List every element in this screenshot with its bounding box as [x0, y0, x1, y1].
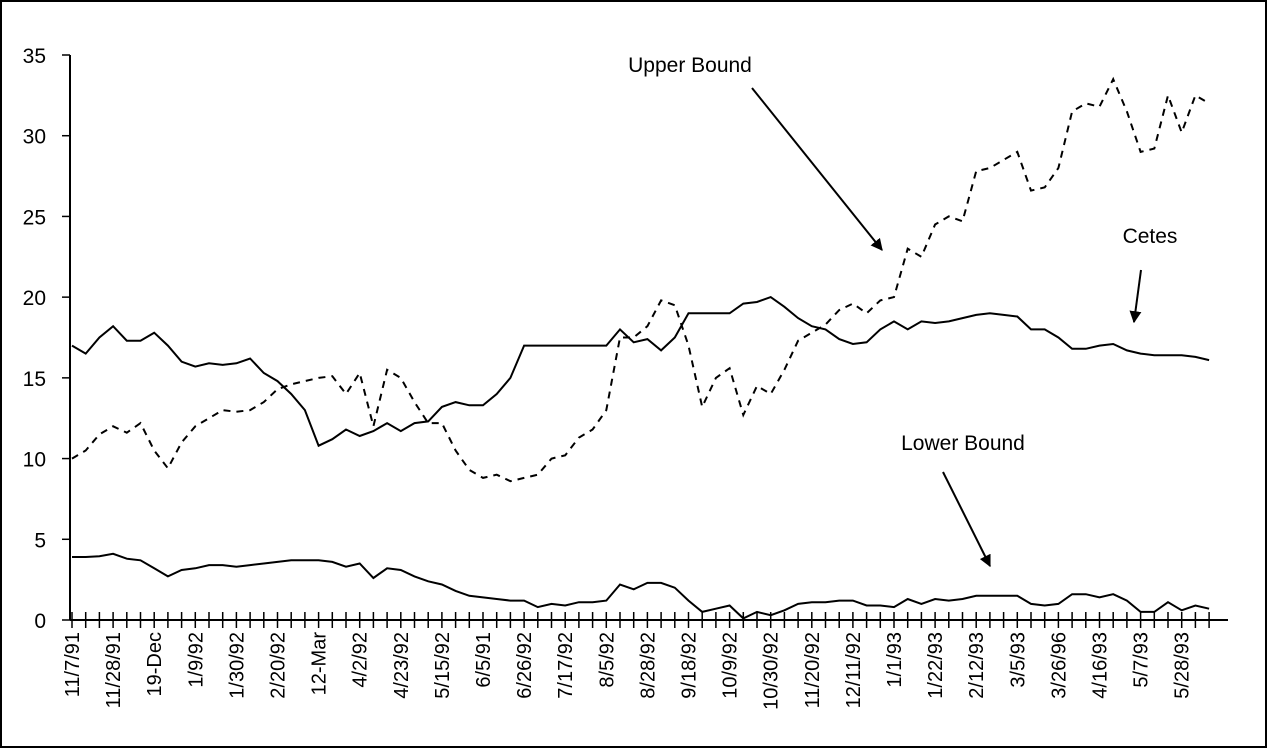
x-tick-label: 1/22/93: [925, 632, 947, 699]
y-tick-label: 15: [23, 368, 46, 391]
line-series: [72, 552, 1210, 620]
x-tick-label: 9/18/92: [679, 632, 701, 699]
x-tick-label: 3/5/93: [1007, 632, 1029, 688]
x-tick-label: 11/20/92: [802, 632, 824, 708]
x-tick-label: 4/16/93: [1090, 632, 1112, 699]
x-tick-label: 11/7/91: [62, 632, 84, 697]
x-tick-label: 12-Mar: [309, 632, 331, 696]
x-tick-label: 3/26/96: [1048, 632, 1070, 699]
x-tick-label: 6/26/92: [514, 632, 536, 699]
x-tick-label: 19-Dec: [144, 632, 166, 696]
arrow: [942, 471, 991, 568]
x-tick-label: 5/28/93: [1172, 632, 1194, 699]
x-tick-label: 4/23/92: [391, 632, 413, 699]
y-tick-label: 5: [34, 529, 46, 552]
x-tick-label: 8/28/92: [637, 632, 659, 699]
x-tick-label: 4/2/92: [350, 632, 372, 688]
x-tick-label: 1/9/92: [185, 632, 207, 688]
x-tick-label: 8/5/92: [596, 632, 618, 688]
x-tick-label: 7/17/92: [555, 632, 577, 699]
x-tick-label: 10/30/92: [761, 632, 783, 710]
line-series: [71, 295, 1210, 448]
x-tick-label: 5/7/93: [1131, 632, 1153, 688]
y-tick-label: 10: [23, 449, 46, 472]
x-tick-label: 1/1/93: [884, 632, 906, 688]
y-tick-label: 0: [34, 610, 46, 633]
x-tick-label: 11/28/91: [103, 632, 125, 708]
x-tick-label: 6/5/91: [473, 632, 495, 688]
series-label: Upper Bound: [628, 54, 752, 77]
x-tick-label: 2/20/92: [268, 632, 290, 699]
y-tick-label: 20: [23, 287, 46, 310]
x-tick-label: 2/12/93: [966, 632, 988, 699]
x-tick-label: 1/30/92: [226, 632, 248, 699]
series-label: Lower Bound: [901, 432, 1025, 455]
x-tick-label: 10/9/92: [720, 632, 742, 699]
y-tick-label: 35: [23, 45, 46, 68]
x-tick-label: 12/11/92: [843, 632, 865, 708]
arrow: [751, 87, 883, 251]
arrow: [1129, 269, 1142, 324]
y-tick-label: 30: [23, 126, 46, 149]
x-tick-label: 5/15/92: [432, 632, 454, 699]
line-series: [71, 76, 1210, 483]
y-tick-label: 25: [23, 206, 46, 229]
series-label: Cetes: [1123, 225, 1178, 248]
